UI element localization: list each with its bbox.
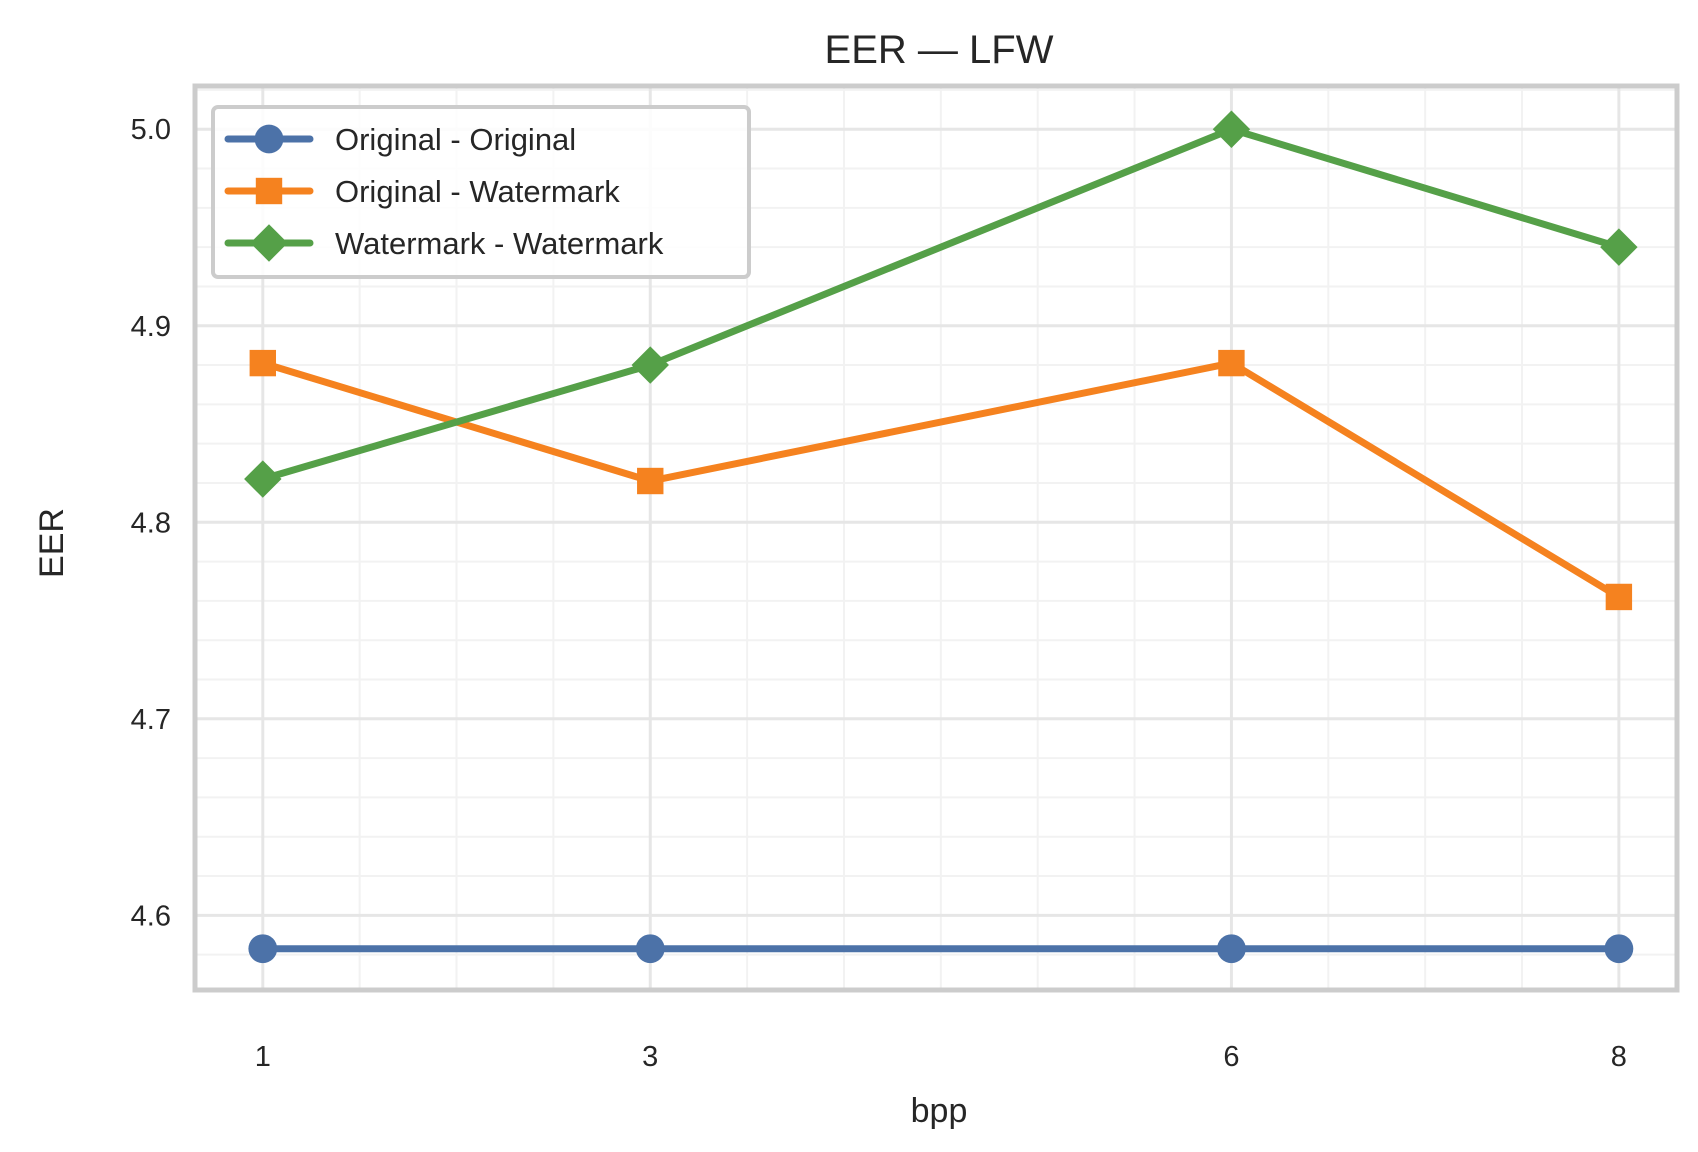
series-line <box>259 125 1623 483</box>
y-tick-label: 4.9 <box>131 311 171 343</box>
x-axis-label: bpp <box>911 1092 968 1130</box>
legend-marker <box>255 177 283 205</box>
data-point <box>637 467 664 495</box>
y-tick-label: 5.0 <box>131 114 171 146</box>
y-tick-label: 4.6 <box>131 900 171 932</box>
data-point <box>1604 934 1634 964</box>
legend-entry: Watermark - Watermark <box>224 224 664 262</box>
data-point <box>1218 349 1245 377</box>
tick-labels: 4.6 4.7 4.8 4.9 5.0 1 3 6 8 <box>131 114 1627 1073</box>
x-tick-label: 8 <box>1611 1041 1627 1073</box>
data-point <box>1605 583 1633 611</box>
x-tick-label: 3 <box>642 1041 658 1073</box>
legend-label: Original - Watermark <box>335 174 620 209</box>
chart-title: EER — LFW <box>825 28 1054 72</box>
series-layer <box>244 110 1638 964</box>
legend-box <box>211 105 751 279</box>
x-tick-label: 1 <box>255 1041 271 1073</box>
y-tick-label: 4.8 <box>131 507 171 539</box>
data-point <box>635 934 665 964</box>
series-diamond <box>244 110 1638 498</box>
legend-label: Watermark - Watermark <box>335 226 664 261</box>
legend-entry: Original - Original <box>224 122 576 157</box>
legend-marker <box>254 124 284 154</box>
legend-label: Original - Original <box>335 122 576 157</box>
grid-lines <box>195 86 1677 990</box>
data-point <box>244 460 282 498</box>
data-point <box>631 346 669 384</box>
y-tick-label: 4.7 <box>131 704 171 736</box>
plot-frame <box>192 83 1680 993</box>
data-point <box>1600 228 1638 266</box>
series-circle <box>248 934 1634 964</box>
x-tick-label: 6 <box>1223 1041 1239 1073</box>
data-point <box>1217 934 1246 964</box>
data-point <box>249 349 277 377</box>
legend-marker <box>250 224 288 262</box>
y-axis-label: EER <box>33 508 71 578</box>
data-point <box>248 934 278 964</box>
legend-entry: Original - Watermark <box>224 174 620 209</box>
legend: Original - Original Original - Watermark W… <box>211 105 751 279</box>
data-point <box>1212 110 1251 148</box>
